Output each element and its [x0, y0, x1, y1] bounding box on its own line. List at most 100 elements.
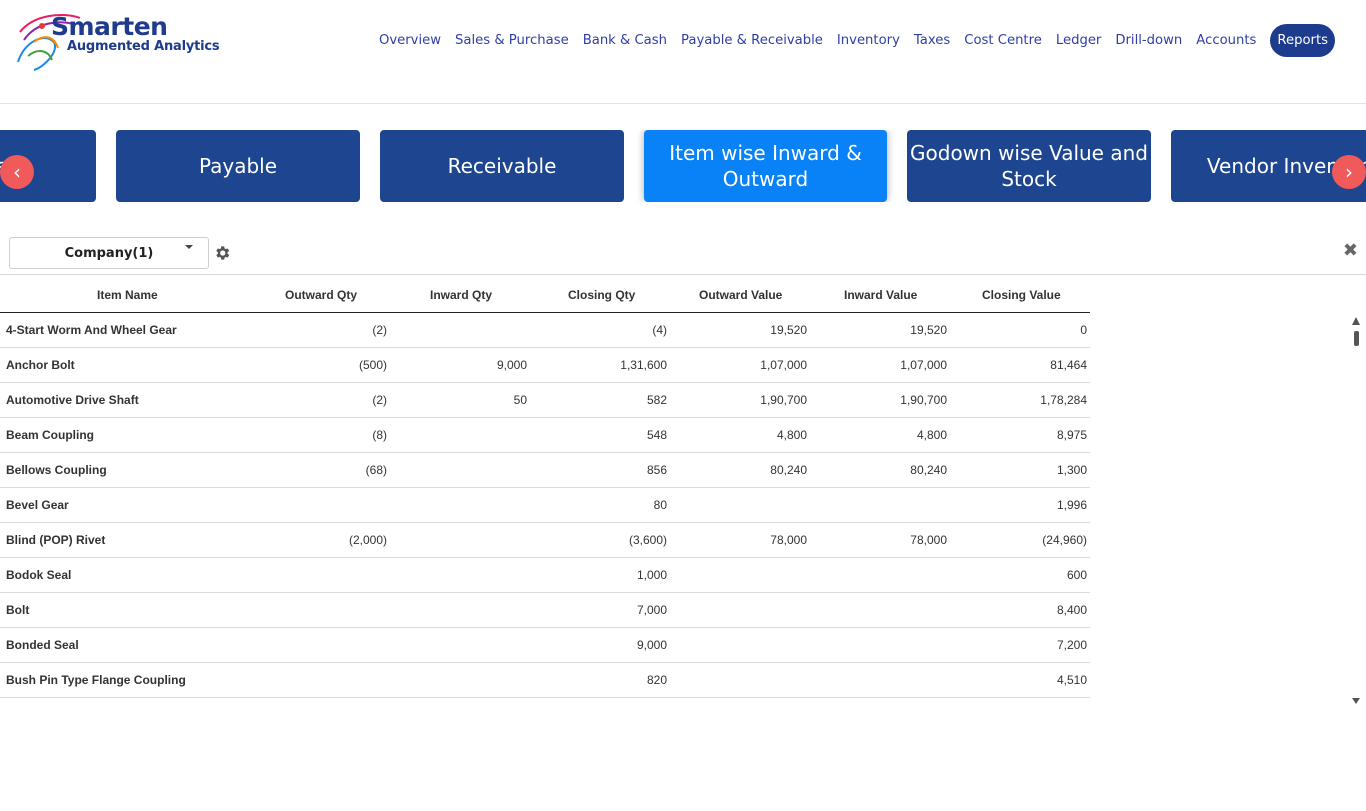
value-cell: 19,520: [910, 323, 947, 337]
table-row[interactable]: Automotive Drive Shaft (2) 50 582 1,90,700 1,…: [0, 383, 1090, 418]
value-cell: (2): [372, 393, 387, 407]
value-cell: 1,07,000: [900, 358, 947, 372]
report-card-payable[interactable]: Payable: [116, 130, 360, 202]
value-cell: 582: [646, 393, 667, 407]
column-header-inward-qty[interactable]: Inward Qty: [430, 288, 493, 302]
value-cell: 8,400: [1056, 603, 1087, 617]
nav-taxes[interactable]: Taxes: [913, 32, 951, 48]
table-row[interactable]: Bonded Seal 9,000 7,200: [0, 628, 1090, 663]
nav-overview[interactable]: Overview: [378, 32, 442, 48]
value-cell: 1,90,700: [760, 393, 807, 407]
column-header-outward-qty[interactable]: Outward Qty: [285, 288, 358, 302]
value-cell: (3,600): [628, 533, 667, 547]
nav-inventory[interactable]: Inventory: [836, 32, 900, 48]
report-card-godown-wise-value-stock[interactable]: Godown wise Value and Stock: [907, 130, 1151, 202]
value-cell: (2): [372, 323, 387, 337]
table-body: 4-Start Worm And Wheel Gear (2) (4) 19,520 1…: [0, 313, 1090, 698]
table-row[interactable]: 4-Start Worm And Wheel Gear (2) (4) 19,520 1…: [0, 313, 1090, 348]
scroll-down-arrow-icon[interactable]: [1352, 698, 1360, 704]
value-cell: 820: [646, 673, 667, 687]
table-row[interactable]: Bush Pin Type Flange Coupling 820 4,510: [0, 663, 1090, 698]
value-cell: 1,90,700: [900, 393, 947, 407]
value-cell: (4): [652, 323, 667, 337]
value-cell: 81,464: [1050, 358, 1087, 372]
item-name-cell: Bush Pin Type Flange Coupling: [6, 673, 186, 687]
scroll-up-arrow-icon[interactable]: [1352, 317, 1360, 325]
table-row[interactable]: Blind (POP) Rivet (2,000) (3,600) 78,000 78,…: [0, 523, 1090, 558]
nav-cost-centre[interactable]: Cost Centre: [964, 32, 1042, 48]
column-header-closing-qty[interactable]: Closing Qty: [568, 288, 636, 302]
value-cell: 600: [1066, 568, 1087, 582]
value-cell: (8): [372, 428, 387, 442]
value-cell: 9,000: [636, 638, 667, 652]
value-cell: 80: [653, 498, 667, 512]
value-cell: 19,520: [770, 323, 807, 337]
column-header-inward-value[interactable]: Inward Value: [844, 288, 918, 302]
column-header-closing-value[interactable]: Closing Value: [982, 288, 1061, 302]
value-cell: 7,000: [636, 603, 667, 617]
value-cell: 7,200: [1056, 638, 1087, 652]
value-cell: 4,800: [776, 428, 807, 442]
value-cell: 9,000: [496, 358, 527, 372]
item-name-cell: Bodok Seal: [6, 568, 72, 582]
nav-ledger[interactable]: Ledger: [1055, 32, 1102, 48]
value-cell: 78,000: [770, 533, 807, 547]
app-header: Smarten Augmented Analytics Overview Sal…: [0, 0, 1366, 104]
item-name-cell: Bolt: [6, 603, 30, 617]
item-name-cell: Automotive Drive Shaft: [6, 393, 139, 407]
value-cell: 1,07,000: [760, 358, 807, 372]
report-card-item-wise-inward-outward[interactable]: Item wise Inward & Outward: [644, 130, 887, 202]
item-name-cell: Anchor Bolt: [6, 358, 75, 372]
value-cell: 50: [513, 393, 527, 407]
value-cell: 80,240: [770, 463, 807, 477]
item-name-cell: 4-Start Worm And Wheel Gear: [6, 323, 177, 337]
chevron-down-icon: [185, 245, 193, 249]
report-carousel: Purchase Payable Receivable Item wise In…: [0, 130, 1366, 202]
carousel-prev-button[interactable]: ‹: [0, 155, 34, 189]
nav-accounts[interactable]: Accounts: [1196, 32, 1257, 48]
gear-icon[interactable]: [213, 244, 231, 262]
value-cell: 1,000: [636, 568, 667, 582]
nav-bank-cash[interactable]: Bank & Cash: [582, 32, 667, 48]
nav-drill-down[interactable]: Drill-down: [1115, 32, 1183, 48]
item-name-cell: Beam Coupling: [6, 428, 95, 442]
value-cell: 80,240: [910, 463, 947, 477]
value-cell: 78,000: [910, 533, 947, 547]
item-name-cell: Bonded Seal: [6, 638, 79, 652]
table-header: Item Name Outward Qty Inward Qty Closing…: [0, 278, 1090, 313]
table-row[interactable]: Bevel Gear 80 1,996: [0, 488, 1090, 523]
company-filter-label: Company(1): [64, 245, 154, 261]
company-filter-dropdown[interactable]: Company(1): [9, 237, 209, 269]
carousel-next-button[interactable]: ›: [1332, 155, 1366, 189]
value-cell: 856: [646, 463, 667, 477]
value-cell: 1,996: [1056, 498, 1087, 512]
value-cell: 8,975: [1056, 428, 1087, 442]
item-name-cell: Blind (POP) Rivet: [6, 533, 106, 547]
table-row[interactable]: Bodok Seal 1,000 600: [0, 558, 1090, 593]
table-row[interactable]: Anchor Bolt (500) 9,000 1,31,600 1,07,000 1,0…: [0, 348, 1090, 383]
column-header-item-name[interactable]: Item Name: [97, 288, 158, 302]
table-row[interactable]: Beam Coupling (8) 548 4,800 4,800 8,975: [0, 418, 1090, 453]
nav-payable-receivable[interactable]: Payable & Receivable: [681, 32, 823, 48]
close-icon[interactable]: ✖: [1342, 240, 1358, 261]
table-row[interactable]: Bellows Coupling (68) 856 80,240 80,240 1,300: [0, 453, 1090, 488]
brand-name: Smarten: [51, 12, 168, 41]
inventory-table: Item Name Outward Qty Inward Qty Closing…: [0, 278, 1090, 698]
item-name-cell: Bellows Coupling: [6, 463, 107, 477]
column-header-outward-value[interactable]: Outward Value: [699, 288, 783, 302]
brand-tagline: Augmented Analytics: [67, 39, 220, 54]
nav-sales-purchase[interactable]: Sales & Purchase: [455, 32, 569, 48]
value-cell: 1,300: [1056, 463, 1087, 477]
divider: [0, 274, 1366, 275]
value-cell: (68): [365, 463, 387, 477]
main-nav: Overview Sales & Purchase Bank & Cash Pa…: [365, 22, 1335, 58]
value-cell: (500): [358, 358, 387, 372]
value-cell: 4,800: [916, 428, 947, 442]
table-row[interactable]: Bolt 7,000 8,400: [0, 593, 1090, 628]
scrollbar-thumb[interactable]: [1354, 331, 1359, 346]
report-card-receivable[interactable]: Receivable: [380, 130, 624, 202]
value-cell: 1,31,600: [620, 358, 667, 372]
item-name-cell: Bevel Gear: [6, 498, 69, 512]
nav-reports[interactable]: Reports: [1270, 23, 1335, 57]
value-cell: 548: [646, 428, 667, 442]
